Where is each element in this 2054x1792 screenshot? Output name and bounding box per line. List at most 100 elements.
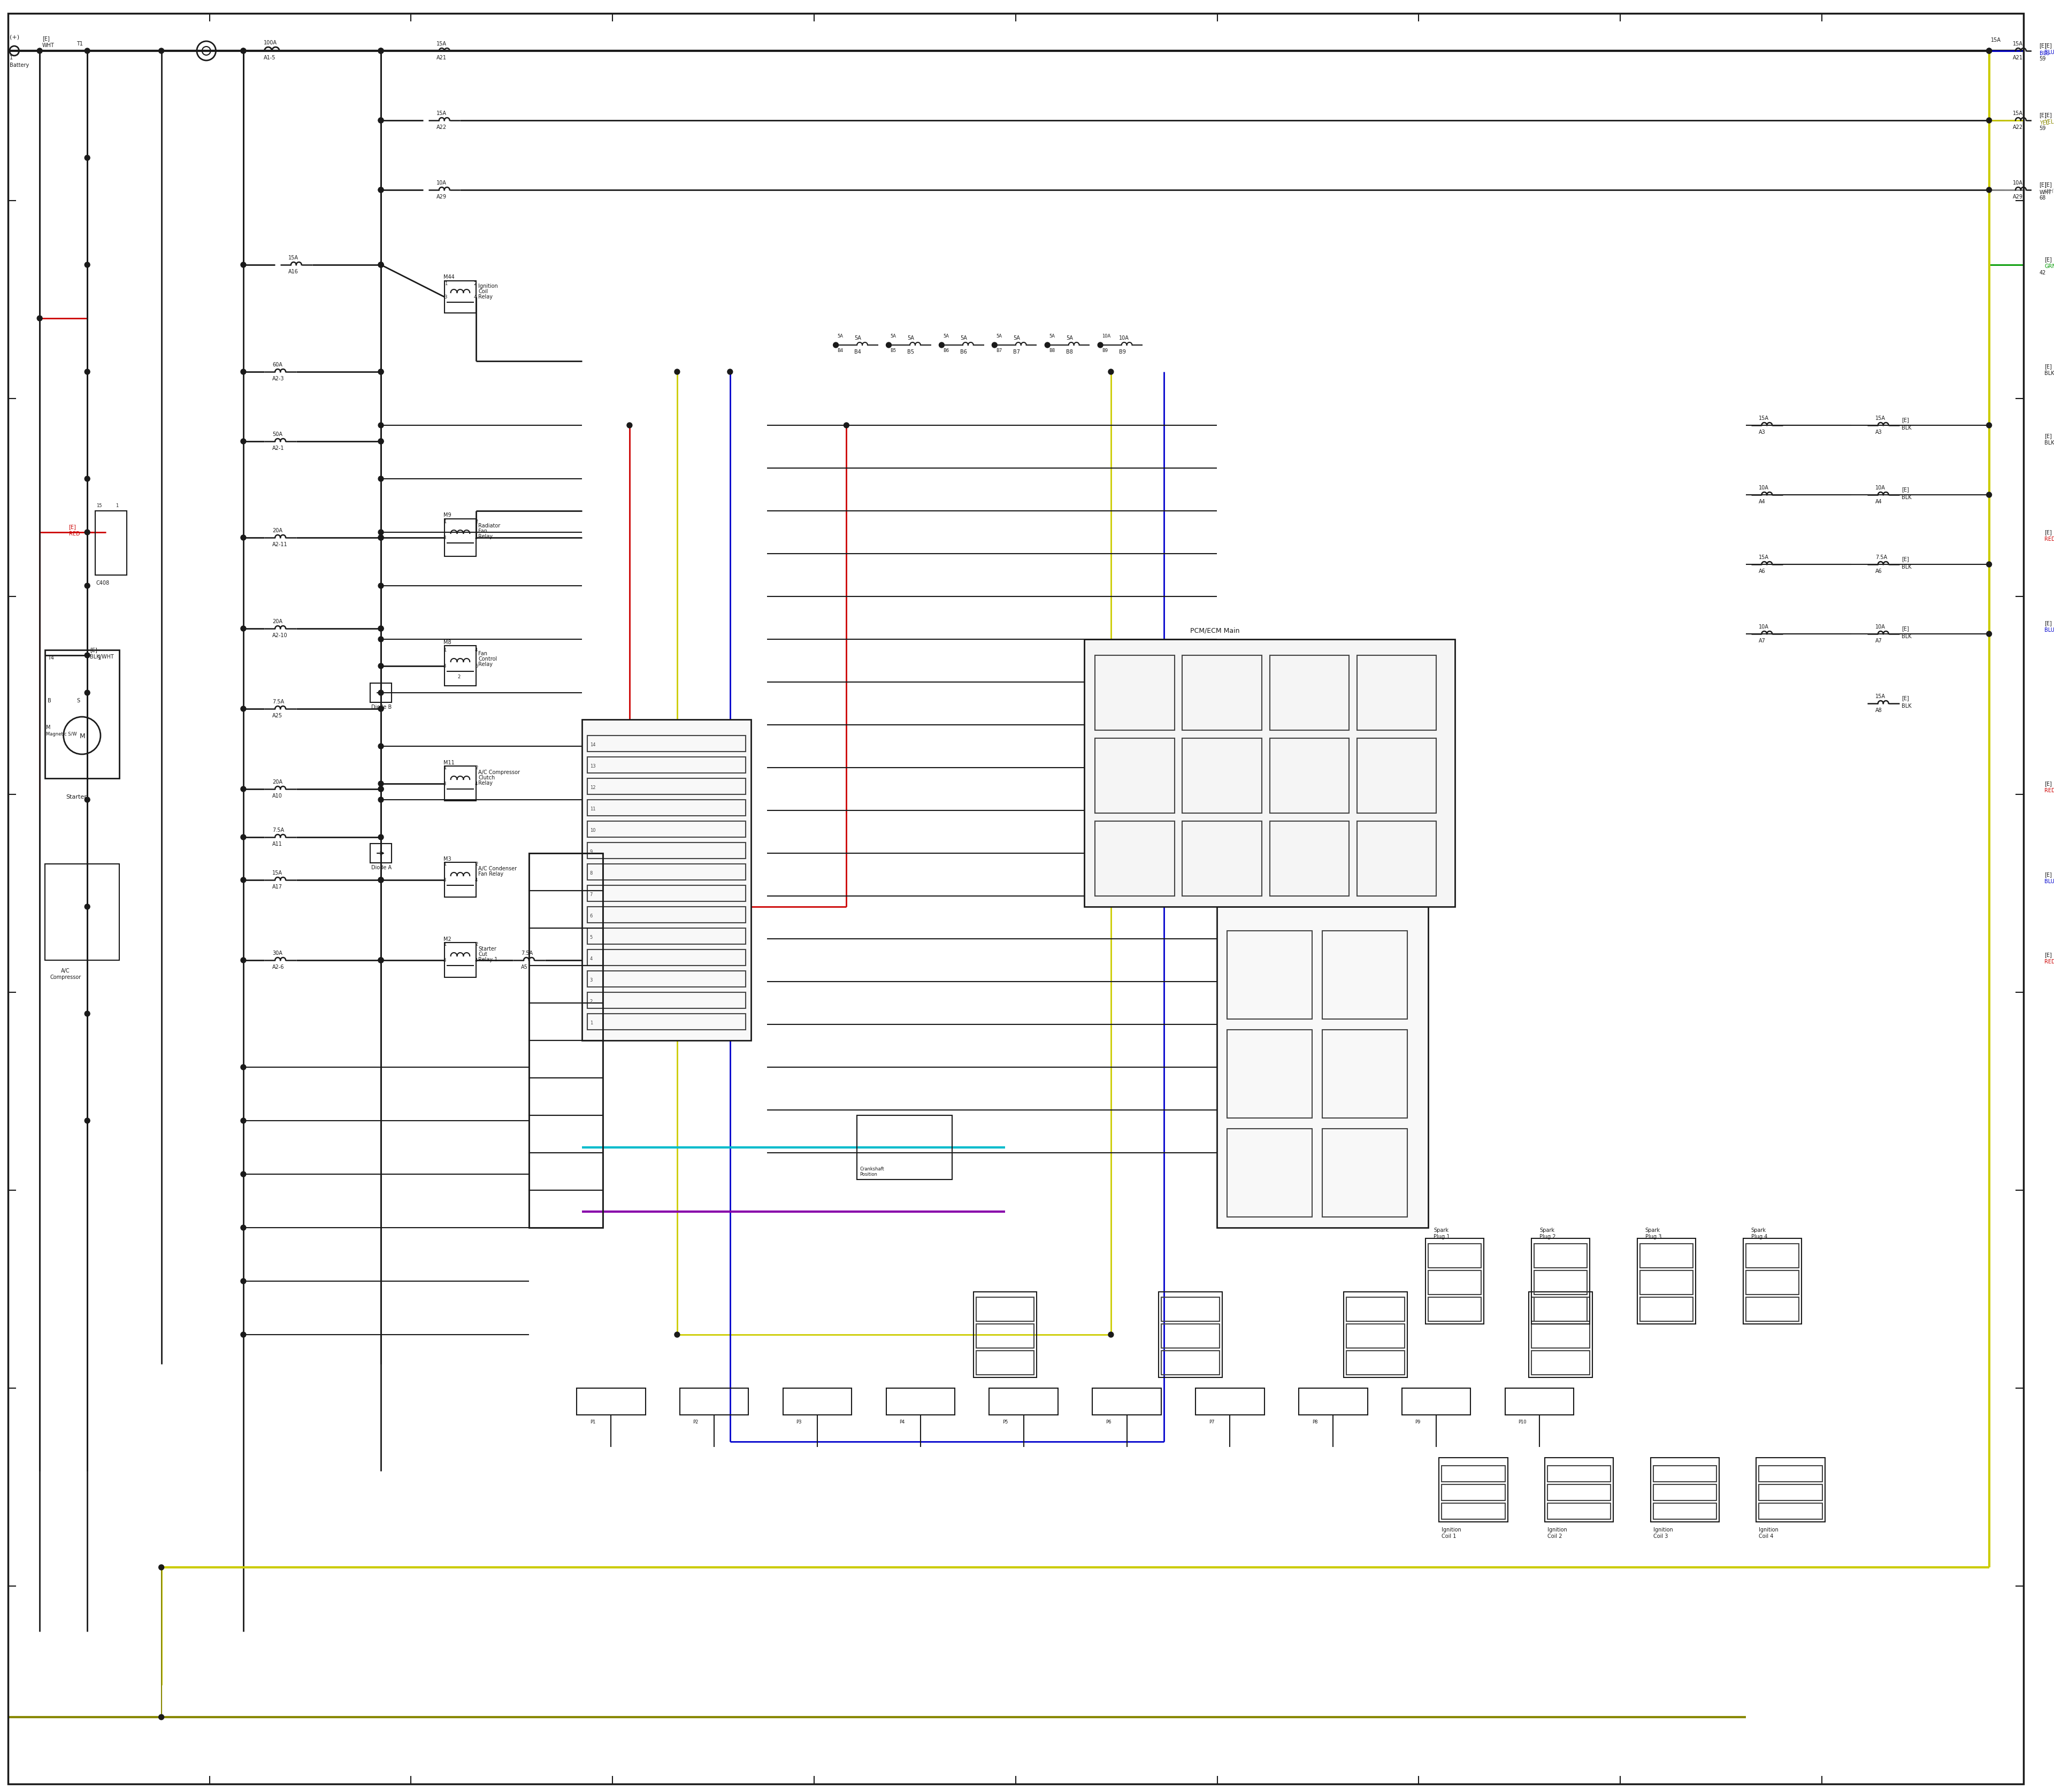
Text: 5A: 5A [996, 333, 1002, 339]
Text: Crankshaft: Crankshaft [861, 1167, 883, 1172]
Text: 5A: 5A [908, 335, 914, 340]
Bar [1637, 1238, 1695, 1324]
Bar [1323, 1030, 1407, 1118]
Text: Starter: Starter [479, 946, 497, 952]
Bar [1442, 1466, 1506, 1482]
Text: 6: 6 [589, 914, 594, 919]
Circle shape [240, 1172, 246, 1177]
Circle shape [37, 48, 43, 54]
Circle shape [240, 1331, 246, 1337]
Circle shape [626, 423, 633, 428]
Text: 30A: 30A [273, 950, 283, 955]
Circle shape [378, 262, 384, 267]
Bar [1343, 1292, 1407, 1378]
Text: BLU: BLU [2044, 50, 2054, 56]
Text: 15A: 15A [2013, 41, 2023, 47]
Circle shape [1986, 493, 1992, 498]
Circle shape [378, 530, 384, 536]
Text: WHT: WHT [2044, 188, 2054, 194]
Circle shape [378, 957, 384, 962]
Text: Diode B: Diode B [372, 704, 392, 710]
Circle shape [378, 878, 384, 883]
Text: 14: 14 [589, 742, 596, 747]
Text: A2-1: A2-1 [273, 446, 283, 452]
Text: Relay: Relay [479, 294, 493, 299]
Text: Spark: Spark [1538, 1228, 1555, 1233]
Text: Fan: Fan [479, 650, 487, 656]
Text: Relay 1: Relay 1 [479, 957, 497, 962]
Text: 2: 2 [458, 674, 460, 679]
Circle shape [378, 536, 384, 539]
Bar [1428, 1271, 1481, 1294]
Text: BLK: BLK [1902, 495, 1912, 500]
Circle shape [84, 903, 90, 909]
Circle shape [378, 625, 384, 631]
Circle shape [84, 1011, 90, 1016]
Text: Magnetic S/W: Magnetic S/W [45, 731, 76, 737]
Bar [444, 645, 477, 686]
Text: [E]: [E] [1902, 487, 1910, 493]
Text: 10A: 10A [1758, 486, 1768, 491]
Text: 12: 12 [589, 785, 596, 790]
Text: A7: A7 [1758, 638, 1766, 643]
Text: P6: P6 [1105, 1419, 1111, 1425]
Circle shape [1986, 48, 1992, 54]
Text: 2: 2 [474, 862, 479, 867]
Text: RED: RED [2044, 788, 2054, 794]
Circle shape [240, 625, 246, 631]
Text: Coil 1: Coil 1 [1442, 1534, 1456, 1539]
Bar [530, 1152, 604, 1190]
Text: 3: 3 [444, 781, 446, 787]
Bar [1183, 738, 1261, 814]
Bar [1269, 821, 1349, 896]
Text: A21: A21 [2013, 56, 2023, 61]
Text: B9: B9 [1119, 349, 1126, 355]
Circle shape [378, 48, 384, 54]
Circle shape [84, 652, 90, 658]
Text: A/C Condenser: A/C Condenser [479, 866, 518, 871]
Text: Ignition: Ignition [1442, 1527, 1460, 1532]
Text: BLU: BLU [2040, 50, 2050, 56]
Circle shape [84, 690, 90, 695]
Bar [1161, 1351, 1220, 1374]
Text: Battery: Battery [10, 63, 29, 68]
Bar [1532, 1297, 1590, 1321]
Bar [587, 971, 746, 987]
Bar [1534, 1297, 1588, 1321]
Bar [530, 1115, 604, 1152]
Text: [E]: [E] [2044, 873, 2052, 878]
Bar [1093, 1389, 1161, 1416]
Text: Ignition: Ignition [1758, 1527, 1779, 1532]
Text: 1: 1 [115, 504, 119, 509]
Bar [1532, 1351, 1590, 1374]
Circle shape [378, 369, 384, 375]
Circle shape [1986, 118, 1992, 124]
Circle shape [378, 706, 384, 711]
Bar [974, 1292, 1037, 1378]
Bar [1547, 1503, 1610, 1520]
Text: 11: 11 [589, 806, 596, 812]
Bar [1228, 1129, 1313, 1217]
Text: A11: A11 [273, 842, 283, 848]
Text: BLU: BLU [2044, 878, 2054, 883]
Circle shape [992, 342, 996, 348]
Text: RED: RED [2044, 536, 2054, 541]
Bar [587, 864, 746, 880]
Circle shape [378, 797, 384, 803]
Circle shape [378, 787, 384, 792]
Bar [587, 993, 746, 1009]
Bar [587, 907, 746, 923]
Text: Spark: Spark [1750, 1228, 1766, 1233]
Text: 20A: 20A [273, 780, 283, 785]
Bar [1428, 1244, 1481, 1267]
Text: Ignition: Ignition [1547, 1527, 1567, 1532]
Text: 4: 4 [474, 959, 479, 962]
Circle shape [378, 663, 384, 668]
Text: [E]: [E] [2040, 113, 2046, 118]
Text: P7: P7 [1210, 1419, 1214, 1425]
Text: 4: 4 [589, 957, 594, 961]
Bar [444, 281, 477, 314]
Bar [530, 853, 604, 1228]
Text: 5A: 5A [889, 333, 896, 339]
Circle shape [1045, 342, 1050, 348]
